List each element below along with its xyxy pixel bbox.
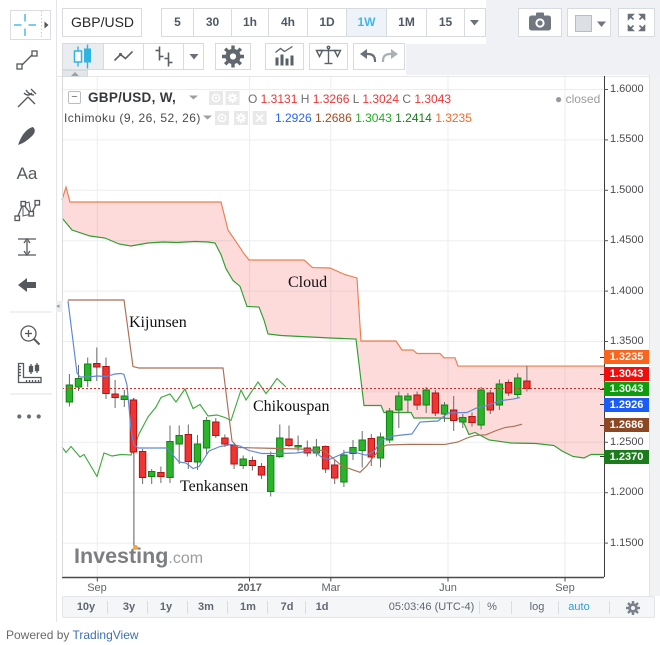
svg-text:Aa: Aa [17, 164, 38, 183]
